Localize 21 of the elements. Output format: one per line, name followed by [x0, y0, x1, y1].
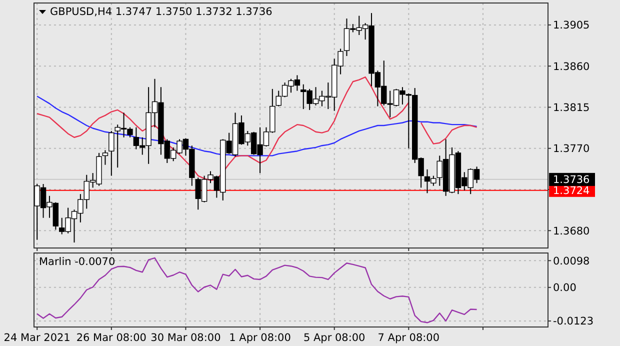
y-tick-label: 1.3815	[553, 102, 590, 114]
candlestick	[108, 130, 114, 176]
y-tick-label: 1.3770	[553, 143, 590, 156]
y-tick-label: 1.3905	[553, 20, 590, 32]
y-tick-label: 1.3680	[553, 225, 590, 238]
x-tick-label: 1 Apr 08:00	[229, 332, 291, 344]
chart-title: GBPUSD,H4 1.3747 1.3750 1.3732 1.3736	[50, 6, 273, 18]
y-tick-label: 0.0098	[553, 255, 590, 268]
candlestick	[102, 150, 108, 166]
y-tick-label: 0.00	[553, 282, 576, 294]
x-tick-label: 5 Apr 08:00	[303, 332, 366, 344]
ref-line-label: 1.3724	[553, 185, 590, 198]
y-tick-label: 1.3860	[553, 60, 590, 73]
x-tick-label: 26 Mar 08:00	[76, 332, 146, 344]
x-tick-label: 7 Apr 08:00	[378, 332, 440, 344]
chart-title: Marlin -0.0070	[39, 256, 116, 268]
x-tick-label: 24 Mar 2021	[4, 332, 70, 344]
y-tick-label: -0.0123	[553, 316, 594, 328]
line-series	[36, 257, 478, 324]
x-tick-label: 30 Mar 08:00	[150, 332, 221, 344]
ref-line-label: 1.3736	[553, 174, 590, 186]
